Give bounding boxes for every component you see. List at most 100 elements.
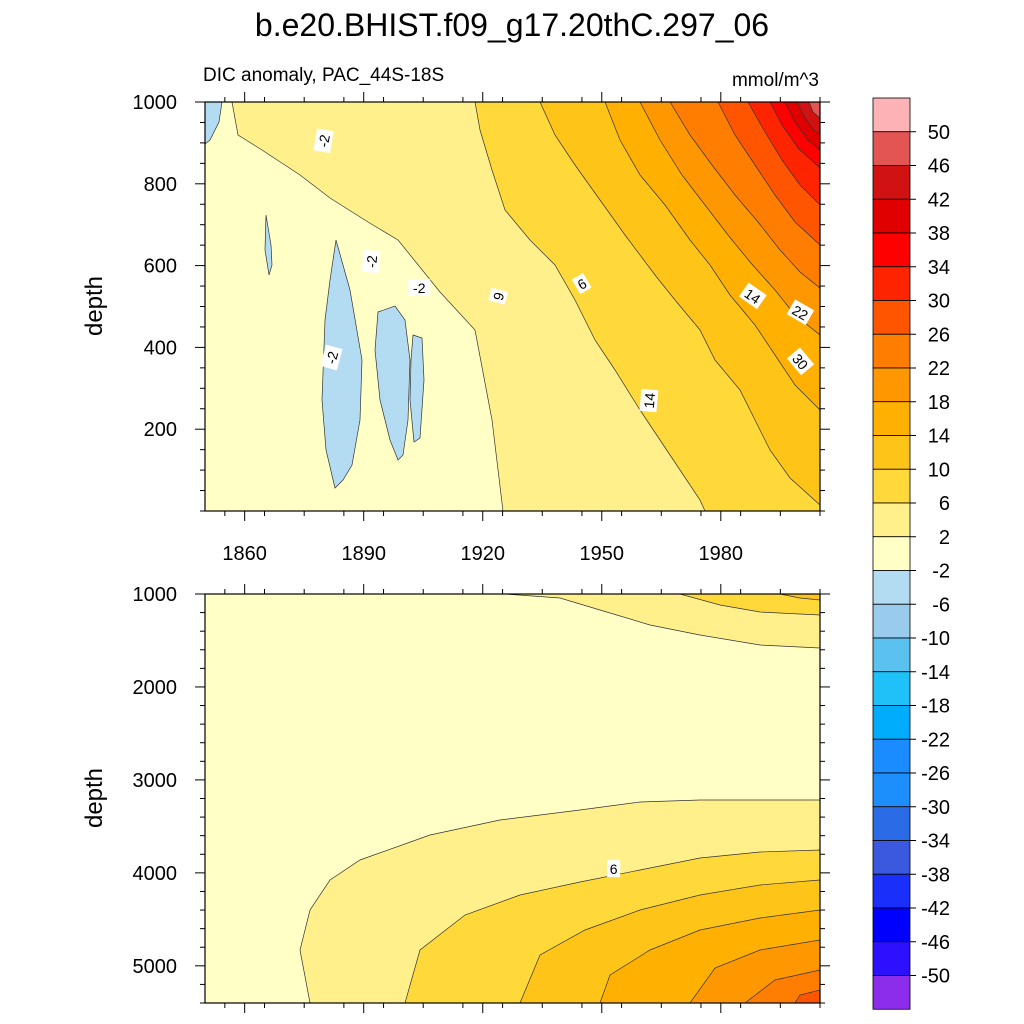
lower-fill-10-14-top — [779, 594, 820, 601]
colorbar-box — [872, 300, 911, 335]
units-label: mmol/m^3 — [732, 70, 819, 91]
contour-label-text: 9 — [490, 290, 508, 302]
contour-label-bg — [488, 287, 509, 305]
contour-label: 22 — [786, 299, 815, 326]
contour-label-text: -2 — [323, 349, 342, 365]
upper-fill-neg2-2 — [205, 102, 504, 511]
colorbar-box — [872, 401, 911, 436]
colorbar-label: -46 — [921, 932, 950, 954]
contour-label: -2 — [320, 344, 343, 371]
y-tick-label: 600 — [144, 256, 177, 278]
contour-label-bg — [408, 279, 431, 297]
upper-fill-neg2-c — [321, 239, 363, 489]
lower-ticks — [195, 584, 830, 1013]
colorbar: 50 46 42 38 34 30 26 22 18 14 10 6 2 -2 -6 -10 -14 -18 -22… — [872, 97, 950, 1010]
colorbar-box — [872, 907, 911, 943]
colorbar-box — [872, 806, 911, 841]
contour-label-text: 6 — [610, 861, 618, 877]
contour-label: 14 — [738, 282, 767, 310]
upper-fill-neg2-d — [374, 305, 411, 461]
colorbar-box — [872, 536, 911, 571]
colorbar-box — [872, 97, 911, 133]
x-tick-labels: 1860 1890 1920 1950 1980 — [222, 543, 743, 565]
colorbar-box — [872, 840, 911, 875]
y-tick-label: 2000 — [133, 677, 178, 699]
contour-label-bg — [320, 344, 343, 371]
contour-label: -2 — [313, 128, 334, 154]
lower-panel: 1000 2000 3000 4000 5000 6 depth — [81, 584, 830, 1013]
y-tick-label: 1000 — [133, 92, 178, 114]
colorbar-box — [872, 637, 911, 673]
y-tick-label: 5000 — [133, 956, 178, 978]
contour-label: 14 — [639, 388, 659, 413]
upper-fill-neg2-a — [205, 102, 223, 145]
colorbar-box — [872, 570, 911, 605]
colorbar-label: 14 — [928, 426, 950, 448]
colorbar-box — [872, 705, 911, 740]
upper-contour-labels: -2 -2 -2 -2 9 6 14 14 22 30 — [313, 128, 815, 413]
colorbar-box — [872, 165, 911, 200]
upper-y-tick-labels: 200 400 600 800 1000 — [133, 92, 178, 441]
colorbar-label: 10 — [928, 459, 950, 481]
upper-ylabel: depth — [81, 276, 108, 336]
colorbar-label: 6 — [939, 493, 950, 515]
upper-fill-neg2-e — [409, 334, 425, 443]
colorbar-label: -2 — [932, 561, 950, 583]
upper-fill-neg2-b — [264, 214, 273, 276]
lower-ylabel: depth — [81, 768, 108, 828]
colorbar-label: -30 — [921, 797, 950, 819]
contour-label: 9 — [488, 287, 509, 305]
contour-label: 30 — [786, 347, 815, 376]
colorbar-label: -50 — [921, 966, 950, 988]
colorbar-label: 18 — [928, 392, 950, 414]
colorbar-label: 2 — [939, 527, 950, 549]
colorbar-box — [872, 131, 911, 166]
contour-label-bg — [786, 299, 815, 326]
colorbar-box — [872, 435, 911, 470]
colorbar-box — [872, 266, 911, 301]
y-tick-label: 3000 — [133, 770, 178, 792]
lower-contour-fill — [205, 594, 820, 1003]
contour-label: -2 — [361, 249, 381, 274]
x-tick-label: 1950 — [580, 543, 625, 565]
y-tick-label: 4000 — [133, 863, 178, 885]
colorbar-box — [872, 502, 911, 538]
y-tick-label: 200 — [144, 419, 177, 441]
colorbar-box — [872, 671, 911, 706]
colorbar-label: -18 — [921, 696, 950, 718]
contour-label-bg — [738, 282, 767, 310]
chart-title: b.e20.BHIST.f09_g17.20thC.297_06 — [255, 7, 769, 43]
colorbar-label: -6 — [932, 594, 950, 616]
colorbar-label: 46 — [928, 156, 950, 178]
lower-contour-labels: 6 — [607, 860, 621, 878]
colorbar-label: 50 — [928, 122, 950, 144]
colorbar-label: -26 — [921, 763, 950, 785]
contour-label-text: 22 — [789, 302, 811, 324]
contour-label-text: -2 — [363, 254, 380, 268]
contour-label-bg — [571, 272, 592, 295]
upper-contour-fill — [205, 102, 820, 511]
colorbar-box — [872, 873, 911, 909]
colorbar-box — [872, 603, 911, 639]
contour-label: 6 — [571, 272, 592, 295]
colorbar-box — [872, 468, 911, 504]
colorbar-label: -34 — [921, 831, 950, 853]
contour-label-text: -2 — [413, 280, 426, 296]
x-tick-label: 1890 — [341, 543, 386, 565]
lower-fill-26-30-bottom — [794, 989, 820, 1003]
contour-label-text: -2 — [315, 133, 333, 148]
upper-fill-46-50 — [808, 102, 820, 119]
y-tick-label: 400 — [144, 337, 177, 359]
colorbar-box — [872, 232, 911, 268]
colorbar-box — [872, 941, 911, 976]
contour-label-bg — [786, 347, 815, 376]
colorbar-box — [872, 772, 911, 808]
colorbar-box — [872, 738, 911, 774]
y-tick-label: 800 — [144, 174, 177, 196]
colorbar-label: 30 — [928, 291, 950, 313]
chart-subtitle: DIC anomaly, PAC_44S-18S — [203, 65, 444, 86]
colorbar-label: 22 — [928, 358, 950, 380]
colorbar-box — [872, 975, 911, 1010]
colorbar-label: -14 — [921, 662, 950, 684]
